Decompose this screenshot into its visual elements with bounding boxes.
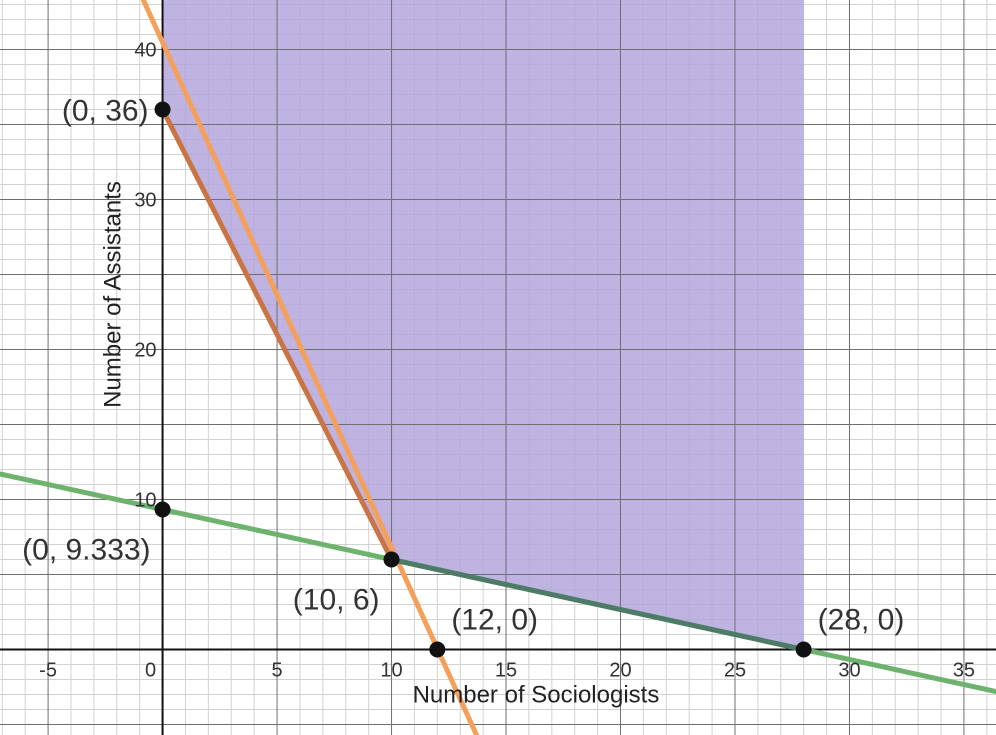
- point-label: (0, 36): [62, 95, 149, 128]
- x-tick-label: 30: [838, 660, 860, 682]
- feasible-region: [162, 0, 804, 650]
- x-axis-title: Number of Sociologists: [413, 682, 660, 709]
- x-tick-label: 10: [380, 660, 402, 682]
- y-tick-label: 30: [134, 190, 156, 212]
- y-tick-label: 10: [134, 490, 156, 512]
- corner-point: [383, 551, 400, 568]
- y-tick-label: 40: [134, 40, 156, 62]
- y-tick-label: 20: [134, 340, 156, 362]
- corner-point: [429, 641, 446, 658]
- boundary-segment: [389, 557, 807, 652]
- constraint-line: [140, 0, 480, 735]
- x-tick-label: -5: [39, 660, 57, 682]
- y-axis-title: Number of Assistants: [100, 181, 127, 408]
- x-tick-label: 35: [953, 660, 975, 682]
- x-tick-label: 25: [724, 660, 746, 682]
- x-tick-label: 15: [495, 660, 517, 682]
- point-label: (10, 6): [293, 584, 380, 617]
- x-tick-label: 5: [271, 660, 282, 682]
- x-tick-label: 20: [609, 660, 631, 682]
- point-label: (0, 9.333): [22, 534, 150, 567]
- x-tick-label: 0: [145, 660, 156, 682]
- corner-points: [154, 101, 812, 658]
- corner-point: [154, 501, 171, 518]
- point-labels: (0, 36) (0, 9.333) (10, 6) (12, 0) (28, 0): [22, 95, 904, 637]
- point-label: (12, 0): [451, 604, 538, 637]
- tick-labels: -5 0 5 10 15 20 25 30 35 10 20 30 40: [39, 40, 975, 682]
- corner-point: [154, 101, 171, 118]
- point-label: (28, 0): [818, 604, 905, 637]
- boundary-segment: [160, 107, 395, 562]
- corner-point: [795, 641, 812, 658]
